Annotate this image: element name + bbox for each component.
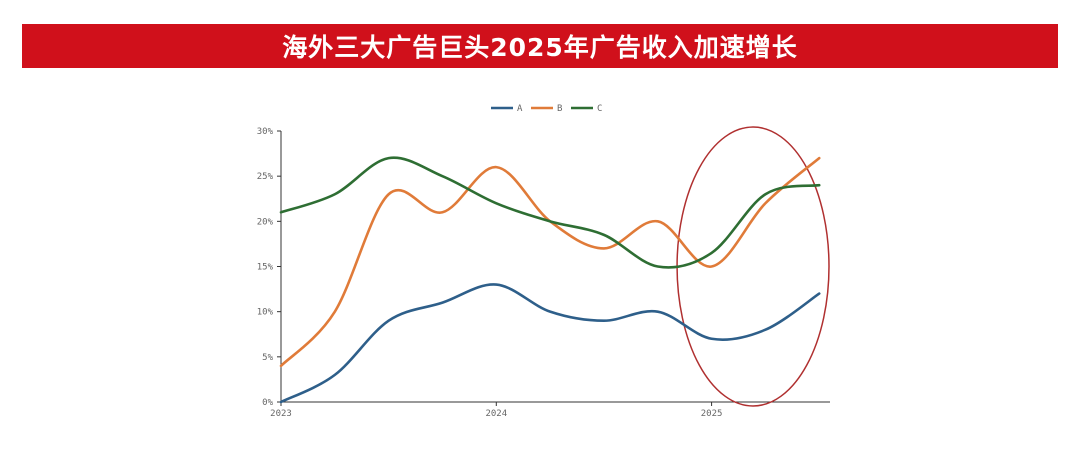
legend-label-C: C bbox=[597, 104, 602, 114]
series-lines bbox=[279, 156, 821, 404]
series-line-A bbox=[279, 283, 821, 404]
y-tick-label: 5% bbox=[262, 353, 273, 363]
y-tick-label: 20% bbox=[257, 217, 274, 227]
y-tick-label: 10% bbox=[257, 308, 274, 318]
legend-label-B: B bbox=[557, 104, 562, 114]
legend: A B C bbox=[491, 104, 602, 114]
y-tick-label: 0% bbox=[262, 398, 273, 408]
x-tick-label: 2025 bbox=[701, 409, 723, 419]
series-line-B bbox=[279, 156, 821, 368]
y-tick-label: 15% bbox=[257, 263, 274, 273]
y-tick-label: 25% bbox=[257, 172, 274, 182]
series-line-C bbox=[279, 156, 821, 269]
axes: 0% 5% 10% 15% 20% 25% 30% 2023 2024 2025 bbox=[257, 127, 830, 419]
legend-label-A: A bbox=[517, 104, 523, 114]
y-tick-label: 30% bbox=[257, 127, 274, 137]
x-tick-label: 2024 bbox=[485, 409, 507, 419]
x-tick-label: 2023 bbox=[270, 409, 292, 419]
chart-title: 海外三大广告巨头2025年广告收入加速增长 bbox=[282, 33, 798, 62]
title-banner: 海外三大广告巨头2025年广告收入加速增长 bbox=[22, 24, 1058, 68]
